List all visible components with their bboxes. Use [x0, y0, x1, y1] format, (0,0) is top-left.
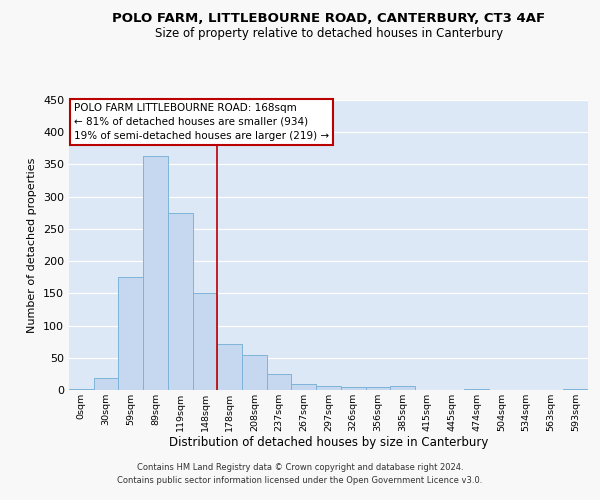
- Bar: [94, 378, 118, 390]
- Bar: [365, 388, 390, 390]
- Bar: [316, 386, 341, 390]
- Bar: [143, 156, 168, 390]
- Bar: [217, 344, 242, 390]
- Bar: [168, 214, 193, 390]
- Text: Contains HM Land Registry data © Crown copyright and database right 2024.
Contai: Contains HM Land Registry data © Crown c…: [118, 463, 482, 485]
- Bar: [193, 292, 217, 390]
- Bar: [390, 386, 415, 390]
- Text: POLO FARM LITTLEBOURNE ROAD: 168sqm
← 81% of detached houses are smaller (934)
1: POLO FARM LITTLEBOURNE ROAD: 168sqm ← 81…: [74, 103, 329, 141]
- Bar: [69, 388, 94, 390]
- Text: Size of property relative to detached houses in Canterbury: Size of property relative to detached ho…: [155, 28, 503, 40]
- Bar: [242, 355, 267, 390]
- Bar: [118, 277, 143, 390]
- Bar: [341, 387, 365, 390]
- Text: Distribution of detached houses by size in Canterbury: Distribution of detached houses by size …: [169, 436, 488, 449]
- Y-axis label: Number of detached properties: Number of detached properties: [28, 158, 37, 332]
- Bar: [292, 384, 316, 390]
- Text: POLO FARM, LITTLEBOURNE ROAD, CANTERBURY, CT3 4AF: POLO FARM, LITTLEBOURNE ROAD, CANTERBURY…: [112, 12, 545, 26]
- Bar: [267, 374, 292, 390]
